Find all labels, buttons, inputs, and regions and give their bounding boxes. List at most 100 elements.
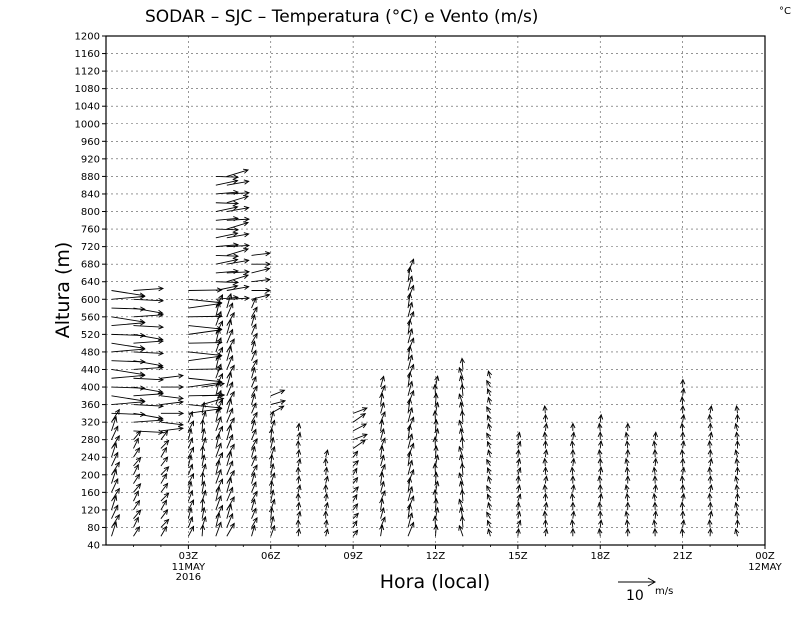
wind-vector	[407, 380, 414, 396]
wind-vector	[680, 466, 686, 475]
wind-vector	[458, 445, 464, 458]
wind-vector	[625, 501, 631, 510]
wind-vector	[459, 436, 465, 449]
wind-vector	[187, 525, 195, 537]
wind-vector	[352, 407, 368, 414]
wind-vector	[434, 427, 440, 440]
wind-vector	[486, 519, 492, 528]
wind-vector	[226, 522, 235, 537]
wind-vector	[459, 375, 465, 388]
wind-vector	[680, 431, 686, 440]
wind-vector	[486, 379, 492, 388]
y-tick-label: 640	[81, 277, 100, 288]
wind-vector	[434, 401, 440, 414]
wind-vector	[296, 431, 302, 440]
wind-vector	[379, 375, 385, 388]
wind-vector	[570, 475, 576, 484]
wind-vector	[323, 528, 329, 537]
y-tick-label: 40	[87, 541, 100, 552]
wind-vector	[652, 466, 658, 475]
wind-vector	[352, 423, 368, 432]
wind-vector	[251, 481, 257, 493]
wind-vector	[458, 393, 464, 405]
wind-vector	[407, 258, 415, 274]
wind-vector	[133, 350, 165, 356]
wind-vector	[680, 404, 686, 414]
wind-vector	[251, 411, 258, 423]
wind-vector	[458, 472, 464, 484]
wind-vector	[133, 456, 142, 467]
wind-vector	[133, 377, 165, 383]
wind-vector	[251, 293, 271, 300]
wind-vector	[226, 258, 250, 265]
wind-vector	[734, 492, 741, 502]
wind-vector	[432, 462, 438, 475]
y-tick-label: 280	[81, 435, 100, 446]
wind-vector	[624, 466, 630, 475]
wind-vector	[459, 357, 465, 370]
wind-vector	[226, 338, 235, 353]
y-tick-label: 760	[81, 225, 100, 236]
wind-vector	[251, 251, 271, 257]
x-tick-label: 00Z	[755, 551, 775, 562]
wind-vector	[542, 431, 548, 440]
wind-vector	[200, 506, 206, 519]
wind-vector	[323, 519, 329, 528]
y-tick-label: 1200	[75, 32, 100, 43]
wind-vector	[707, 501, 713, 510]
wind-vector	[597, 422, 603, 431]
wind-vector	[251, 349, 257, 361]
y-tick-label: 840	[81, 189, 100, 200]
wind-vector	[543, 475, 549, 484]
wind-vector	[270, 419, 276, 432]
wind-vector	[380, 384, 386, 396]
wind-vector	[111, 461, 120, 476]
wind-vector	[734, 466, 741, 475]
wind-vector	[226, 247, 250, 256]
wind-vector	[160, 525, 167, 537]
wind-vector	[226, 433, 234, 449]
y-tick-label: 800	[81, 207, 100, 218]
wind-vector	[251, 323, 257, 335]
wind-vector	[352, 476, 359, 484]
wind-vector	[250, 524, 256, 537]
wind-vector	[323, 483, 329, 493]
wind-vector	[707, 422, 713, 431]
wind-vector	[215, 231, 239, 239]
wind-vector	[111, 316, 146, 324]
wind-vector	[542, 510, 548, 519]
wind-vector	[624, 457, 630, 467]
wind-vector	[458, 524, 464, 537]
wind-vector	[226, 216, 251, 222]
wind-vector	[226, 364, 235, 379]
wind-vector	[542, 457, 548, 467]
wind-vector	[598, 413, 604, 423]
wind-vector	[111, 342, 146, 351]
y-tick-label: 960	[81, 137, 100, 148]
wind-vector	[379, 524, 385, 537]
wind-vector	[598, 492, 604, 502]
wind-vector	[226, 195, 250, 204]
wind-vector	[708, 405, 714, 414]
wind-vector	[201, 436, 207, 449]
wind-vector	[433, 418, 439, 431]
wind-vector	[251, 287, 272, 294]
wind-vector	[379, 497, 385, 510]
wind-vector	[352, 433, 368, 441]
wind-vector	[459, 462, 465, 475]
wind-vector	[543, 501, 549, 510]
wind-vector	[215, 521, 222, 537]
plot-frame	[105, 35, 766, 546]
wind-vector	[296, 475, 302, 484]
y-tick-label: 440	[81, 365, 100, 376]
wind-vector	[250, 340, 256, 353]
wind-vector	[543, 448, 549, 458]
y-tick-label: 560	[81, 312, 100, 323]
wind-vector	[597, 510, 603, 519]
wind-vector	[542, 440, 549, 449]
wind-vector	[111, 408, 120, 423]
wind-vector	[270, 472, 276, 484]
wind-vector	[160, 410, 185, 416]
wind-vector	[597, 431, 603, 440]
wind-vector	[323, 492, 329, 502]
